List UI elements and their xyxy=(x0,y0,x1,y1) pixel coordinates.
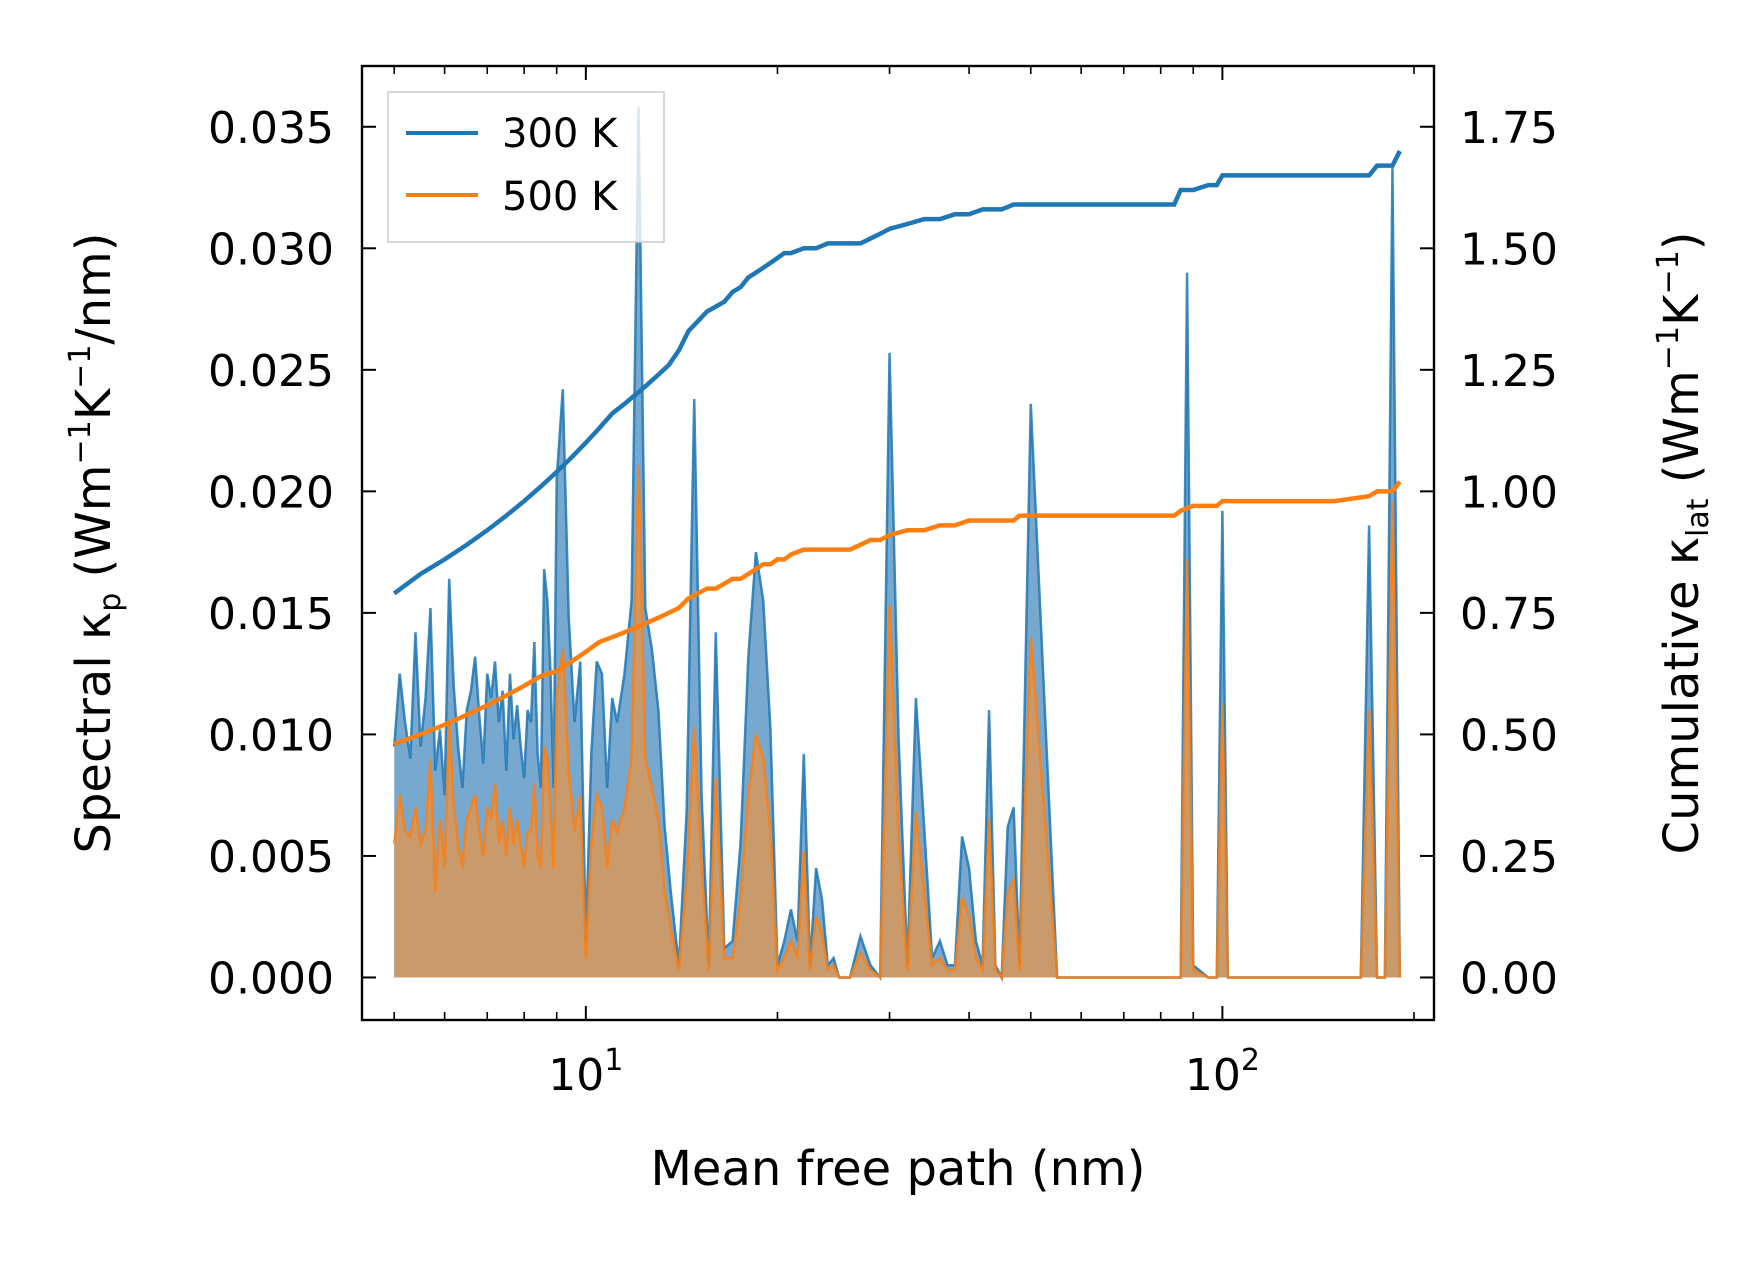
x-tick-label: 102 xyxy=(1185,1043,1260,1101)
ticks-layer: 0.000 0.005 0.010 0.015 0.020 0.025 0.030 0.035… xyxy=(208,66,1558,1101)
y-tick-label-right: 0.00 xyxy=(1460,953,1558,1004)
y-tick-label-right: 1.25 xyxy=(1460,346,1558,397)
y-tick-label-right: 0.75 xyxy=(1460,589,1558,640)
y-tick-label-right: 1.50 xyxy=(1460,224,1558,275)
y-tick-label-left: 0.010 xyxy=(208,710,334,761)
y-tick-label-left: 0.020 xyxy=(208,467,334,518)
spectral-line-500k xyxy=(392,464,1402,981)
x-tick-label: 101 xyxy=(548,1043,623,1101)
legend-label-300k: 300 K xyxy=(502,111,619,157)
y-tick-label-left: 0.030 xyxy=(208,224,334,275)
legend-box xyxy=(387,91,665,243)
plot-frame xyxy=(360,64,1436,1022)
spectral-area-500k xyxy=(394,464,1400,978)
y-tick-label-right: 1.75 xyxy=(1460,103,1558,154)
legend-label-500k: 500 K xyxy=(502,174,619,220)
cumulative-line-300k xyxy=(392,150,1402,596)
y-axis-title-right: Cumulative κlat (Wm−1K−1) xyxy=(1651,232,1716,855)
y-tick-label-left: 0.025 xyxy=(208,346,334,397)
legend: 300 K 500 K xyxy=(387,91,665,243)
y-axis-title-left: Spectral κp (Wm−1K−1/nm) xyxy=(63,233,128,854)
y-tick-label-left: 0.000 xyxy=(208,953,334,1004)
y-tick-label-right: 0.25 xyxy=(1460,832,1558,883)
y-tick-label-right: 0.50 xyxy=(1460,710,1558,761)
y-tick-label-left: 0.035 xyxy=(208,103,334,154)
y-tick-label-left: 0.005 xyxy=(208,832,334,883)
x-axis-title: Mean free path (nm) xyxy=(651,1141,1146,1197)
y-tick-label-left: 0.015 xyxy=(208,589,334,640)
cumulative-line-500k xyxy=(393,480,1402,747)
y-tick-label-right: 1.00 xyxy=(1460,467,1558,518)
series-layer xyxy=(392,107,1402,983)
